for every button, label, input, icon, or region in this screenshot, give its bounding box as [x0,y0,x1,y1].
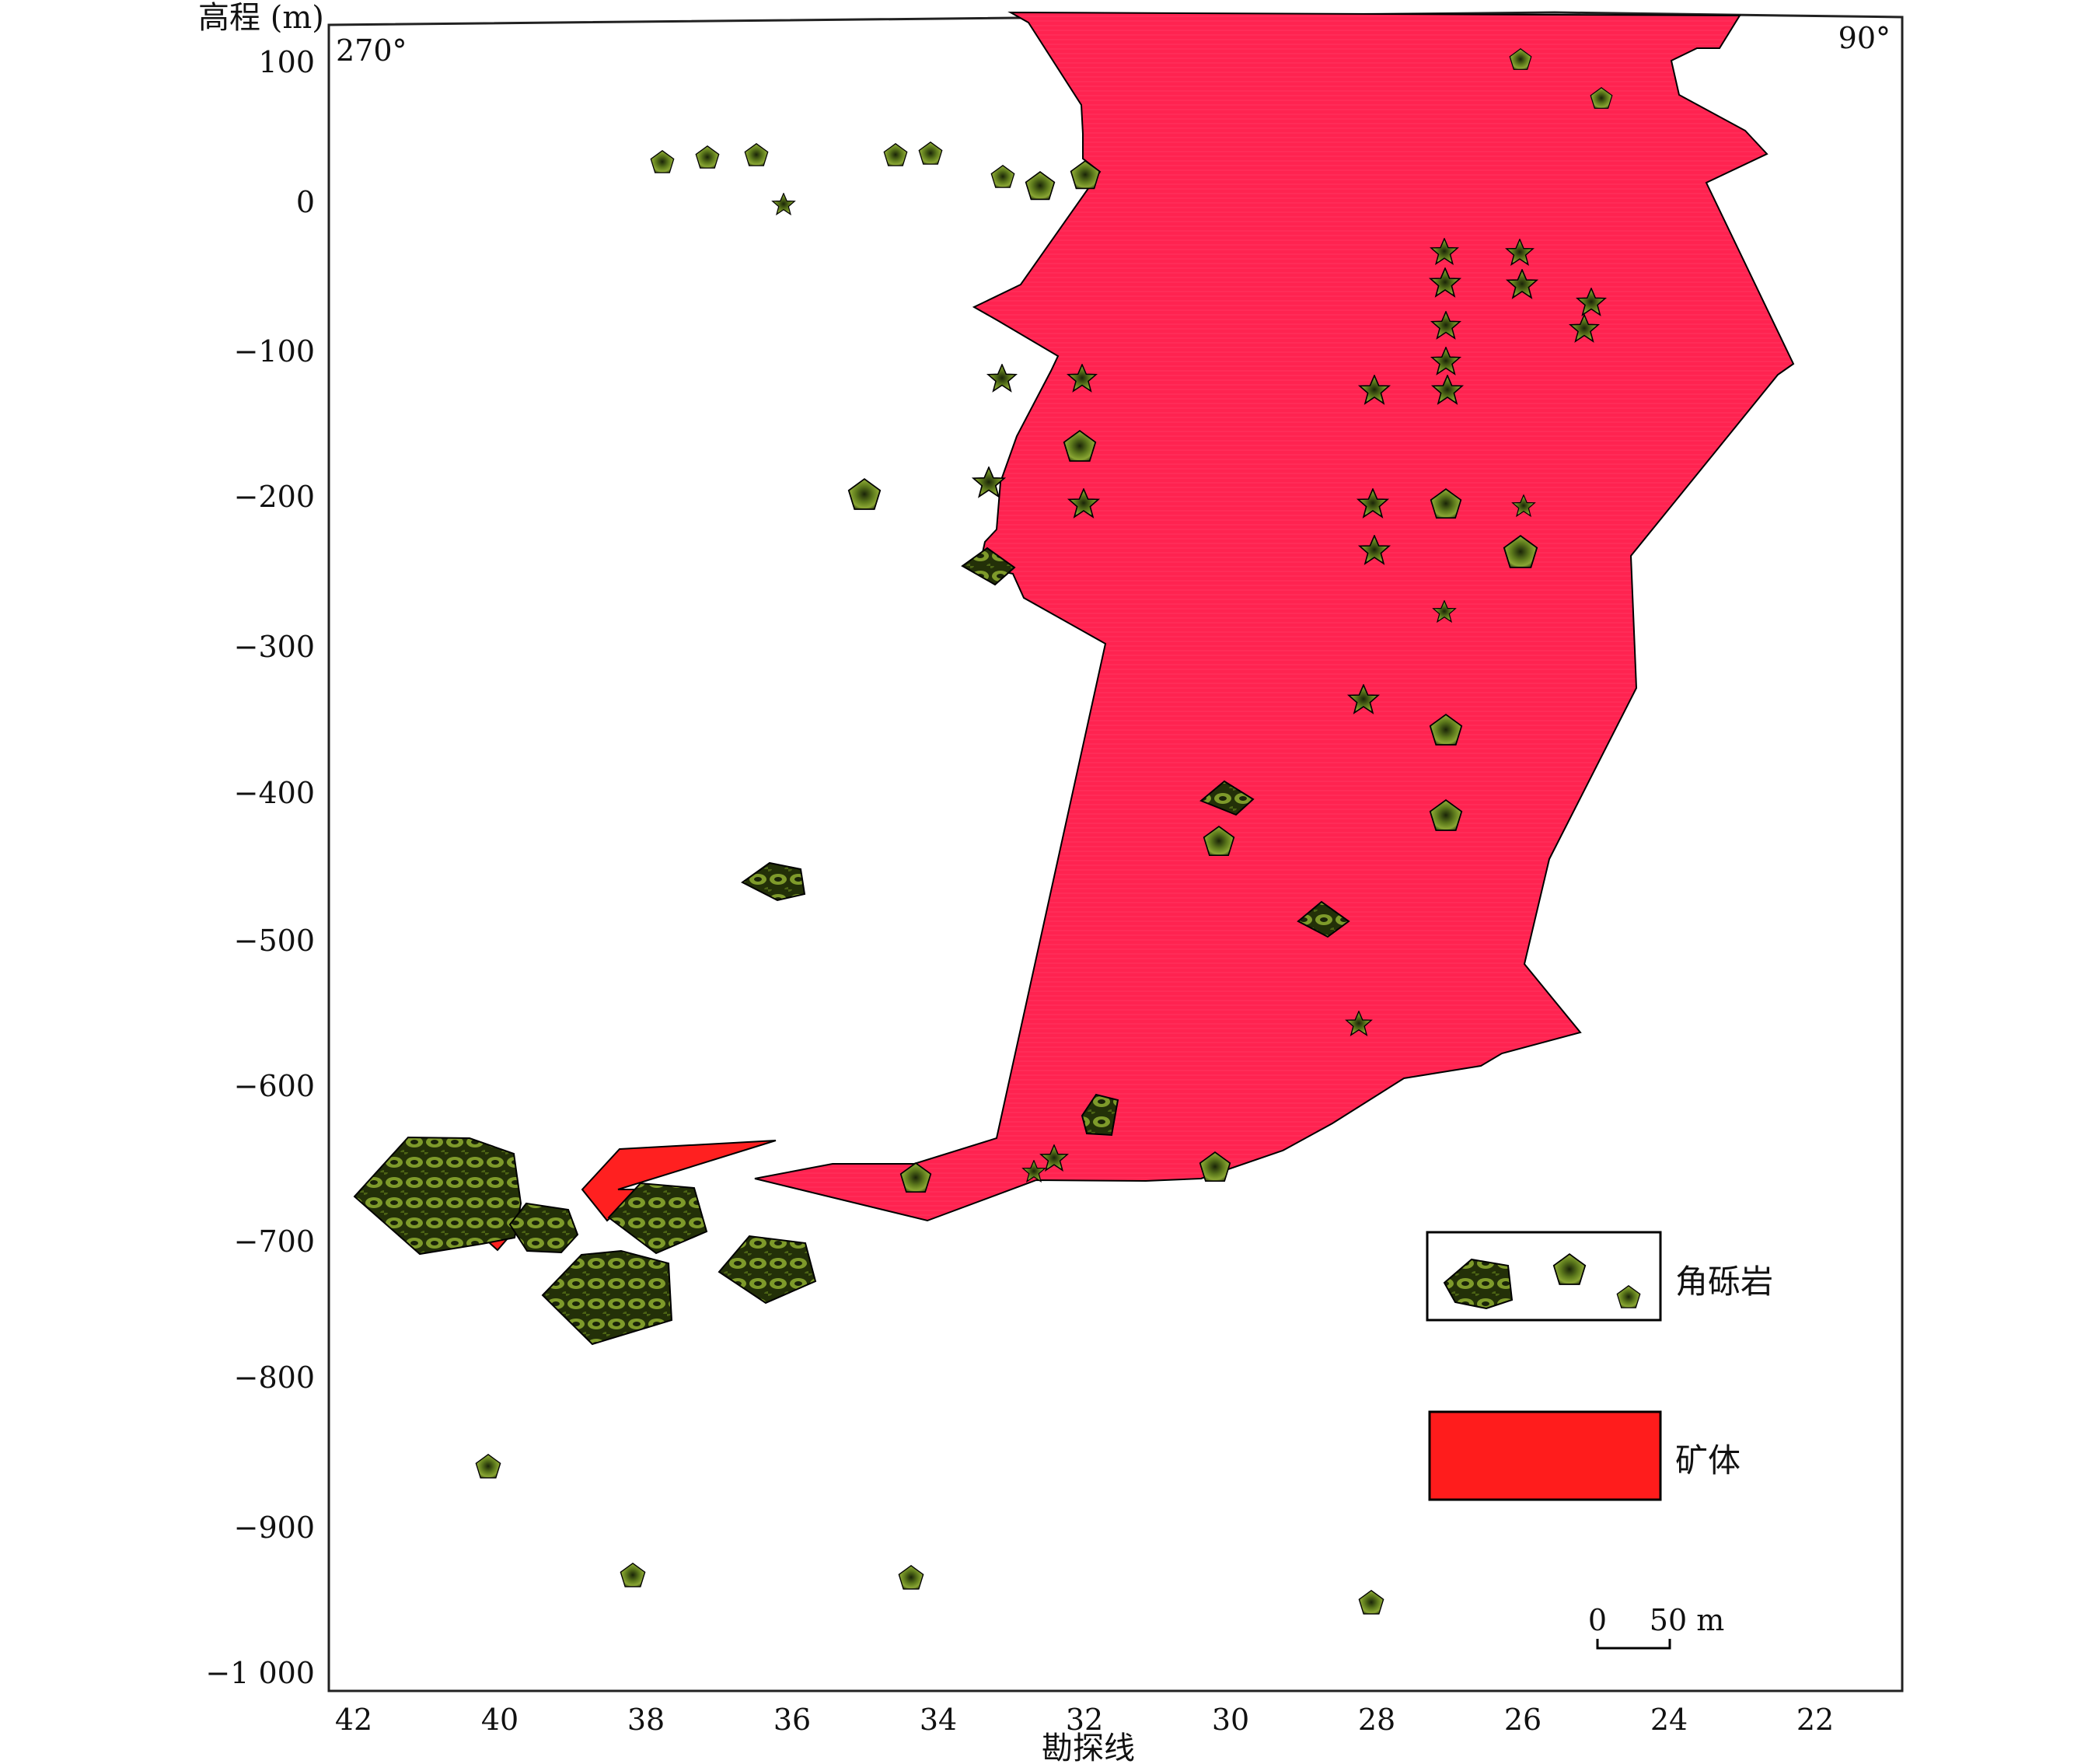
legend: 角砾岩 矿体 [1426,1231,1773,1501]
scale-bar-line [1596,1639,1671,1650]
x-axis: 42 40 38 36 34 32 30 28 26 24 22 勘探线 [335,1703,1834,1764]
legend-breccia-swatch-large [1443,1258,1514,1310]
breccia-large-5 [718,1235,817,1305]
x-tick-label: 34 [920,1703,957,1737]
x-tick-label: 24 [1650,1703,1688,1737]
y-axis-title: 高程 (m) [198,0,324,36]
main-orebody [754,11,1795,1222]
x-tick-label: 28 [1358,1703,1395,1737]
breccia-mid-4 [1199,780,1255,816]
left-azimuth-label: 270° [336,33,407,68]
legend-breccia-label: 角砾岩 [1675,1263,1773,1301]
x-tick-label: 22 [1796,1703,1834,1737]
x-tick-label: 36 [773,1703,811,1737]
breccia-large-3 [607,1182,708,1255]
y-tick-label: −1 000 [205,1656,315,1690]
breccia-large-2 [508,1202,579,1254]
x-tick-label: 42 [335,1703,372,1737]
breccia-mid-3 [1297,900,1350,938]
y-tick-label: −600 [234,1069,315,1103]
legend-orebody-swatch [1428,1410,1662,1501]
y-tick-label: −200 [234,480,315,514]
x-tick-label: 38 [627,1703,665,1737]
y-tick-label: −700 [234,1224,315,1259]
y-tick-label: 0 [296,185,315,219]
x-axis-title: 勘探线 [1042,1731,1135,1764]
large-breccia-bodies [353,547,1350,1346]
breccia-large-1 [353,1136,522,1256]
y-axis: 高程 (m) 100 0 −100 −200 −300 −400 −500 −6… [198,0,324,1690]
x-tick-label: 40 [481,1703,519,1737]
legend-orebody-label: 矿体 [1675,1441,1741,1479]
y-tick-label: −500 [234,924,315,958]
y-tick-label: −800 [234,1361,315,1395]
x-tick-label: 26 [1504,1703,1542,1737]
y-tick-label: −100 [234,334,315,369]
y-tick-label: 100 [258,45,315,79]
breccia-large-4 [541,1249,673,1346]
scale-bar: 0 50 m [1588,1603,1724,1650]
x-tick-label: 32 [1066,1703,1103,1737]
breccia-mid-5 [961,547,1016,586]
breccia-mid-1 [741,861,806,902]
x-tick-label: 30 [1212,1703,1249,1737]
breccia-mid-2 [1081,1093,1119,1137]
y-tick-label: −400 [234,776,315,810]
scale-bar-length: 50 m [1650,1603,1724,1637]
right-azimuth-label: 90° [1838,21,1891,55]
y-tick-label: −300 [234,630,315,664]
scale-bar-zero: 0 [1588,1603,1607,1637]
y-tick-label: −900 [234,1511,315,1545]
